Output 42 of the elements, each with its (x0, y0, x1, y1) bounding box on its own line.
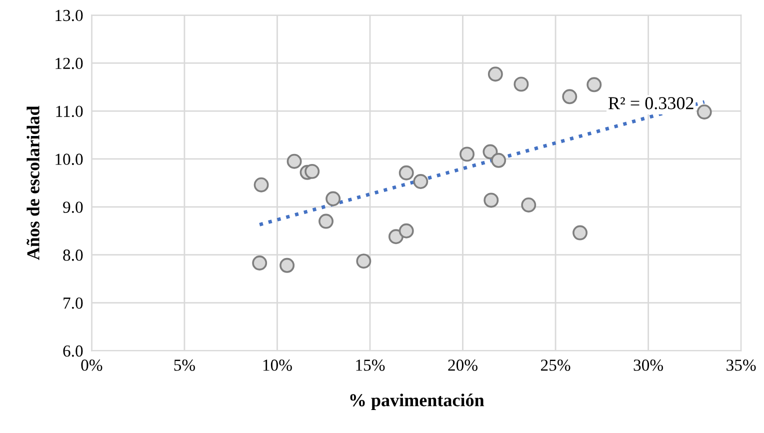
point (254, 177, 269, 192)
point (388, 229, 404, 244)
x-tick-label: 35% (726, 360, 756, 371)
point (484, 192, 499, 208)
point (491, 152, 506, 168)
x-tick-label: 10% (263, 360, 292, 371)
point (318, 214, 334, 229)
point (586, 77, 602, 92)
point (562, 89, 578, 104)
y-tick-label: 6.0 (63, 345, 83, 357)
point (356, 254, 372, 269)
point (521, 198, 536, 212)
x-tick-label: 15% (356, 360, 385, 371)
y-tick-label: 12.0 (56, 58, 83, 70)
y-tick-label: 11.0 (56, 106, 83, 118)
point (252, 256, 268, 270)
point (280, 258, 295, 273)
point (482, 144, 498, 160)
point (398, 165, 414, 180)
point (514, 76, 529, 92)
y-axis-title: Años de escolaridad (26, 106, 40, 260)
y-tick-label: 13.0 (56, 10, 83, 22)
point (326, 191, 341, 206)
y-tick-label: 7.0 (64, 297, 83, 309)
x-tick-label: 25% (540, 360, 570, 371)
point (696, 104, 712, 120)
point (398, 223, 414, 238)
x-tick-label: 0% (81, 360, 102, 371)
x-tick-label: 5% (174, 360, 195, 371)
point (413, 174, 428, 189)
x-axis-title: % pavimentación (350, 394, 484, 410)
y-tick-label: 8.0 (63, 250, 83, 261)
point (286, 154, 302, 169)
y-tick-label: 10.0 (56, 154, 83, 165)
y-tick-label: 9.0 (63, 202, 83, 213)
x-tick-label: 30% (634, 360, 664, 371)
point (304, 164, 320, 179)
point (488, 66, 503, 82)
annotation: R² = 0.3302 (608, 97, 694, 110)
point (572, 225, 588, 240)
x-tick-label: 20% (448, 360, 478, 371)
point (460, 146, 475, 162)
